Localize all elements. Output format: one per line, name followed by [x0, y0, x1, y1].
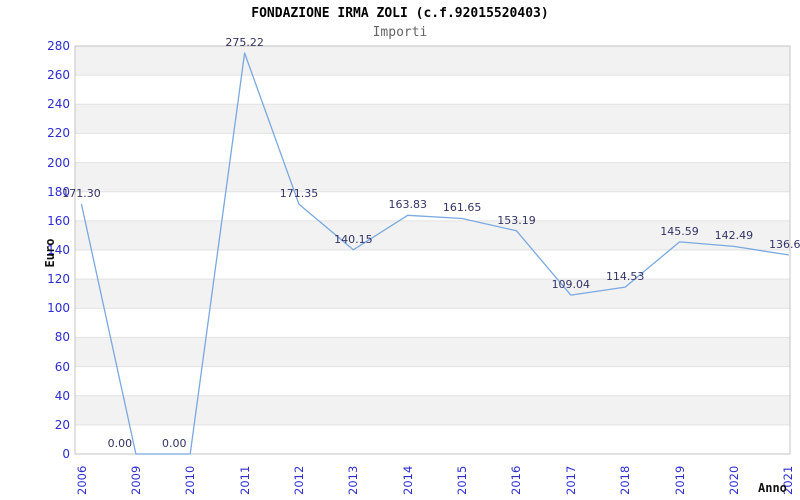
- y-tick-label: 0: [62, 447, 70, 461]
- y-tick-label: 60: [54, 359, 70, 374]
- y-tick-label: 260: [47, 68, 70, 83]
- y-tick-label: 180: [47, 184, 70, 199]
- x-tick-label: 2013: [346, 465, 361, 495]
- data-point-label: 140.15: [334, 232, 373, 246]
- y-tick-label: 20: [54, 417, 70, 432]
- plot-band: [75, 395, 790, 425]
- plot-band: [75, 75, 790, 105]
- data-point-label: 0.00: [161, 437, 187, 450]
- y-tick-label: 40: [54, 388, 70, 403]
- y-tick-label: 140: [47, 243, 70, 257]
- data-line: [80, 52, 789, 455]
- x-tick-label: 2014: [400, 465, 415, 495]
- x-tick-label: 2019: [672, 465, 687, 495]
- plot-band: [75, 46, 790, 76]
- y-tick-label: 80: [54, 330, 70, 345]
- y-tick-label: 280: [47, 39, 70, 53]
- data-point-label: 163.83: [388, 198, 427, 212]
- data-point-label: 161.65: [442, 201, 482, 215]
- plot-band: [75, 308, 790, 338]
- x-tick-label: 2016: [509, 465, 524, 495]
- y-tick-label: 160: [47, 213, 70, 228]
- plot-band: [75, 162, 790, 192]
- y-tick-label: 100: [47, 301, 70, 316]
- y-tick-label: 120: [47, 272, 70, 287]
- data-point-label: 136.67: [769, 237, 800, 251]
- plot-band: [75, 337, 790, 367]
- plot-band: [75, 220, 790, 250]
- x-tick-label: 2018: [618, 465, 633, 495]
- x-tick-label: 2020: [726, 465, 741, 495]
- plot-band: [75, 133, 790, 163]
- y-tick-label: 200: [47, 155, 70, 170]
- x-tick-label: 2009: [128, 465, 143, 495]
- plot-border: [74, 45, 791, 455]
- x-tick-label: 2010: [183, 465, 198, 495]
- data-point-label: 275.22: [225, 35, 264, 49]
- x-tick-label: 2011: [237, 465, 252, 495]
- x-axis-title: Anno: [758, 481, 787, 495]
- plot-band: [75, 250, 790, 280]
- chart-subtitle: Importi: [372, 25, 428, 40]
- plot-band: [75, 279, 790, 309]
- plot-band: [75, 424, 790, 454]
- plot-band: [75, 104, 790, 134]
- chart-title: FONDAZIONE IRMA ZOLI (c.f.92015520403): [251, 6, 549, 21]
- data-point-label: 145.59: [660, 224, 699, 238]
- plot-band: [75, 366, 790, 396]
- plot-band: [75, 191, 790, 221]
- y-axis-title: Euro: [43, 238, 57, 268]
- data-point-label: 171.30: [62, 187, 101, 201]
- data-point-label: 114.53: [605, 270, 645, 284]
- data-point-label: 153.19: [497, 213, 536, 227]
- y-tick-label: 240: [47, 97, 70, 112]
- x-tick-label: 2006: [74, 465, 89, 495]
- data-point-label: 171.35: [279, 187, 319, 201]
- data-point-label: 0.00: [107, 437, 133, 450]
- data-point-label: 142.49: [714, 229, 754, 243]
- x-tick-label: 2015: [455, 465, 470, 495]
- x-tick-label: 2012: [291, 465, 306, 495]
- x-tick-label: 2017: [563, 465, 578, 495]
- y-tick-label: 220: [47, 126, 70, 141]
- data-point-label: 109.04: [551, 278, 591, 292]
